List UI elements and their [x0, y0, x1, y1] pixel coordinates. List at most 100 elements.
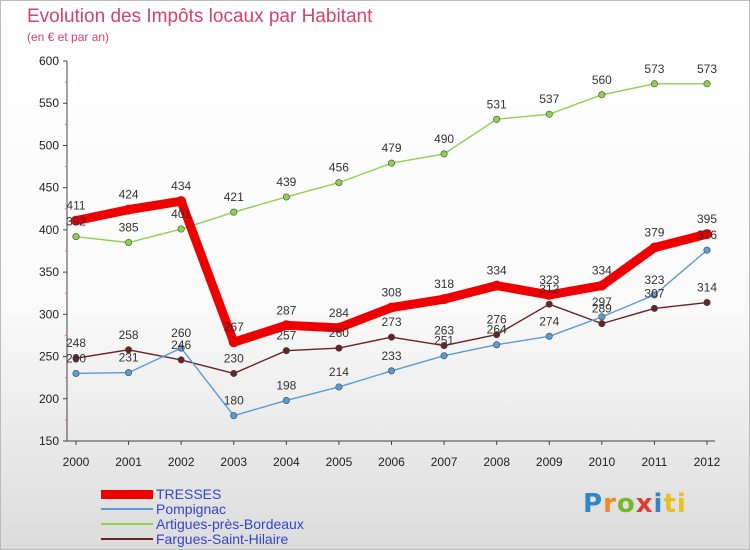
- proxiti-logo: Proxiti: [583, 489, 687, 519]
- data-point: [493, 115, 501, 123]
- legend-swatch: [101, 508, 153, 510]
- x-tick-label: 2009: [536, 455, 563, 469]
- data-label: 573: [644, 62, 664, 76]
- data-point: [335, 344, 343, 352]
- chart-subtitle: (en € et par an): [27, 30, 110, 44]
- x-tick-label: 2008: [483, 455, 510, 469]
- data-point: [545, 332, 553, 340]
- data-label: 395: [697, 212, 717, 226]
- data-label: 379: [644, 226, 664, 240]
- data-label: 289: [592, 302, 612, 316]
- data-label: 248: [66, 336, 86, 350]
- x-tick-label: 2001: [115, 455, 142, 469]
- data-point: [598, 313, 606, 321]
- y-tick-label: 450: [39, 181, 59, 195]
- data-label: 260: [329, 326, 349, 340]
- y-tick-label: 600: [39, 54, 59, 68]
- y-tick-label: 550: [39, 96, 59, 110]
- data-point: [281, 320, 292, 331]
- data-label: 421: [224, 190, 244, 204]
- data-point: [230, 208, 238, 216]
- legend-label: Pompignac: [156, 501, 227, 517]
- data-point: [545, 110, 553, 118]
- x-tick-label: 2010: [588, 455, 615, 469]
- data-label: 231: [119, 351, 139, 365]
- data-label: 573: [697, 62, 717, 76]
- data-point: [176, 196, 187, 207]
- legend-label: Fargues-Saint-Hilaire: [156, 531, 289, 547]
- y-tick-label: 300: [39, 307, 59, 321]
- data-label: 537: [539, 92, 559, 106]
- legend-swatch: [101, 523, 153, 525]
- data-point: [596, 280, 607, 291]
- x-tick-label: 2006: [378, 455, 405, 469]
- legend-label: Artigues-près-Bordeaux: [156, 516, 304, 532]
- data-point: [282, 347, 290, 355]
- data-label: 385: [119, 221, 139, 235]
- data-point: [230, 369, 238, 377]
- data-label: 312: [539, 282, 559, 296]
- data-label: 401: [171, 207, 191, 221]
- x-tick-label: 2002: [168, 455, 195, 469]
- data-point: [598, 320, 606, 328]
- data-label: 560: [592, 73, 612, 87]
- x-tick-label: 2007: [431, 455, 458, 469]
- data-point: [491, 280, 502, 291]
- data-label: 392: [66, 215, 86, 229]
- data-point: [177, 344, 185, 352]
- data-point: [335, 179, 343, 187]
- y-tick-label: 250: [39, 350, 59, 364]
- data-point: [545, 300, 553, 308]
- data-point: [230, 412, 238, 420]
- data-label: 263: [434, 324, 454, 338]
- data-label: 308: [381, 286, 401, 300]
- data-label: 264: [487, 323, 507, 337]
- data-label: 318: [434, 277, 454, 291]
- data-label: 334: [487, 264, 507, 278]
- data-point: [123, 204, 134, 215]
- data-point: [387, 333, 395, 341]
- data-point: [493, 341, 501, 349]
- data-point: [282, 396, 290, 404]
- data-label: 314: [697, 281, 717, 295]
- x-tick-label: 2004: [273, 455, 300, 469]
- data-point: [493, 331, 501, 339]
- y-tick-label: 350: [39, 265, 59, 279]
- y-tick-label: 200: [39, 392, 59, 406]
- data-label: 434: [171, 179, 191, 193]
- data-point: [72, 354, 80, 362]
- x-tick-label: 2011: [642, 455, 668, 469]
- data-label: 230: [224, 351, 244, 365]
- data-point: [544, 289, 555, 300]
- data-point: [440, 342, 448, 350]
- data-point: [440, 352, 448, 360]
- data-point: [333, 322, 344, 333]
- data-label: 490: [434, 132, 454, 146]
- data-label: 479: [381, 141, 401, 155]
- data-label: 180: [224, 394, 244, 408]
- data-label: 439: [276, 175, 296, 189]
- data-point: [703, 246, 711, 254]
- data-label: 251: [434, 334, 454, 348]
- data-point: [650, 291, 658, 299]
- data-point: [125, 239, 133, 247]
- data-label: 258: [119, 328, 139, 342]
- x-tick-label: 2012: [694, 455, 721, 469]
- data-point: [335, 383, 343, 391]
- data-label: 198: [276, 378, 296, 392]
- legend-swatch: [101, 538, 153, 540]
- data-label: 307: [644, 286, 664, 300]
- data-point: [177, 356, 185, 364]
- data-point: [125, 346, 133, 354]
- data-label: 323: [644, 273, 664, 287]
- data-label: 284: [329, 306, 349, 320]
- data-point: [702, 229, 712, 240]
- data-label: 334: [592, 264, 612, 278]
- data-label: 287: [276, 303, 296, 317]
- data-label: 273: [381, 315, 401, 329]
- data-label: 246: [171, 338, 191, 352]
- data-point: [72, 369, 80, 377]
- data-label: 214: [329, 365, 349, 379]
- data-point: [649, 242, 660, 253]
